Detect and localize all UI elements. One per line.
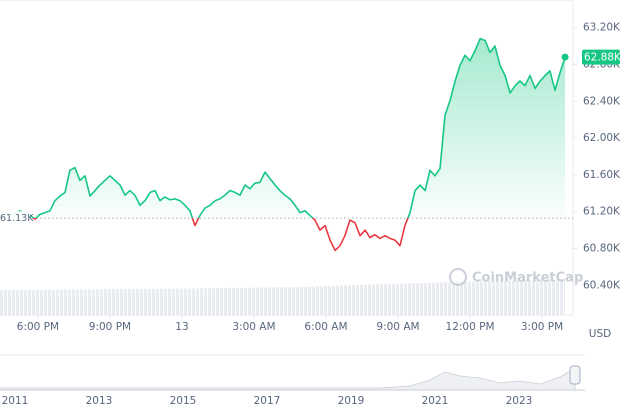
y-tick-label: 62.40K [583, 95, 621, 107]
volume-area [0, 279, 565, 315]
x-tick-label: 6:00 AM [304, 321, 347, 333]
navigator-label: 2017 [254, 395, 281, 407]
watermark-text: CoinMarketCap [472, 271, 583, 286]
navigator-label: 2019 [338, 395, 365, 407]
watermark-logo [449, 268, 467, 286]
x-tick-label: 13 [175, 321, 188, 333]
y-tick-label: 60.80K [583, 243, 621, 255]
y-tick-label: 62.00K [583, 132, 621, 144]
x-tick-label: 9:00 AM [376, 321, 419, 333]
x-tick-label: 12:00 PM [446, 321, 495, 333]
current-label: 62.88K [584, 52, 622, 64]
x-tick-label: 3:00 AM [232, 321, 275, 333]
y-tick-label: 63.20K [583, 22, 621, 34]
price-line [0, 37, 566, 252]
navigator-label: 2011 [2, 395, 29, 407]
baseline-label: 61.13K [0, 213, 34, 224]
navigator-handle[interactable] [569, 365, 581, 385]
navigator-label: 2023 [506, 395, 533, 407]
current-dot [561, 53, 569, 61]
y-tick-label: 60.40K [583, 279, 621, 291]
x-tick-label: 3:00 PM [521, 321, 563, 333]
navigator-label: 2021 [422, 395, 449, 407]
x-tick-label: 9:00 PM [89, 321, 131, 333]
currency-label: USD [589, 328, 611, 340]
current-label-box [582, 49, 620, 65]
baseline-label-box [0, 211, 30, 226]
navigator-label: 2013 [86, 395, 113, 407]
watermark: CoinMarketCap [449, 268, 583, 286]
x-tick-label: 6:00 PM [17, 321, 59, 333]
y-tick-label: 61.20K [583, 206, 621, 218]
y-tick-label: 61.60K [583, 169, 621, 181]
navigator-label: 2015 [170, 395, 197, 407]
